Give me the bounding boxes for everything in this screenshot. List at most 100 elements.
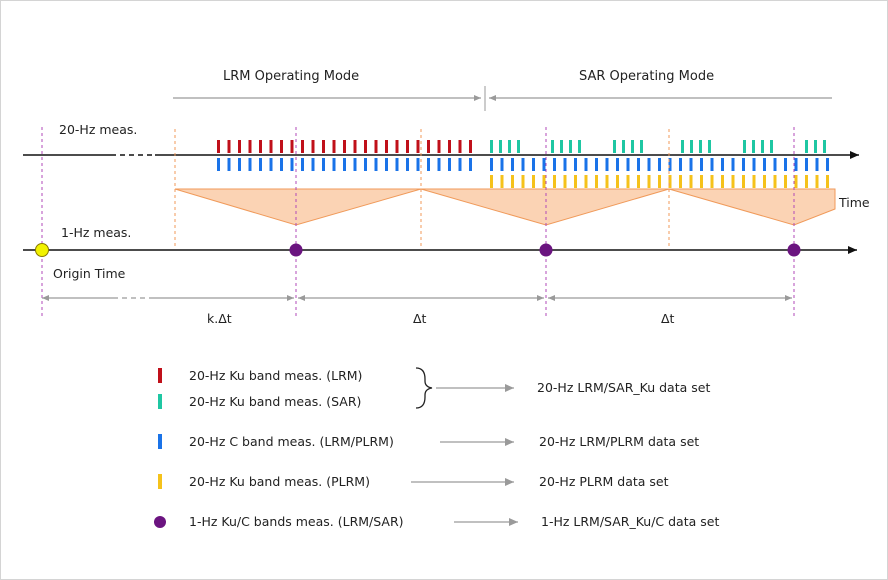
legend-swatch-ku-sar: [158, 394, 162, 409]
tick-ku-lrm: [437, 140, 441, 153]
tick-c-band: [343, 158, 346, 171]
sar-mode-label: SAR Operating Mode: [579, 69, 714, 84]
tick-ku-sar: [613, 140, 616, 153]
tick-ku-plrm: [721, 175, 724, 188]
tick-c-band: [217, 158, 220, 171]
tick-c-band: [668, 158, 672, 171]
interval-delta-t-1: Δt: [413, 311, 427, 326]
tick-c-band: [731, 158, 735, 171]
legend-brace: [415, 367, 433, 409]
tick-c-band: [448, 158, 451, 171]
tick-ku-lrm: [280, 140, 283, 153]
tick-c-band: [280, 158, 283, 171]
one-hz-dot-3: [787, 243, 801, 257]
purple-dash-lines: [41, 127, 795, 317]
tick-c-band: [458, 158, 462, 171]
tick-c-band: [805, 158, 808, 171]
output-c-dataset: 20-Hz LRM/PLRM data set: [539, 434, 699, 449]
tick-c-band: [563, 158, 567, 171]
tick-ku-lrm: [416, 140, 420, 153]
tick-ku-lrm: [395, 140, 399, 153]
tick-c-band: [742, 158, 745, 171]
tick-ku-plrm: [805, 175, 808, 188]
tick-ku-plrm: [511, 175, 514, 188]
tick-ku-lrm: [427, 140, 430, 153]
tick-ku-sar: [743, 140, 746, 153]
triangle-2: [420, 188, 670, 226]
tick-ku-plrm: [679, 175, 682, 188]
tick-c-band: [794, 158, 798, 171]
tick-ku-plrm: [784, 175, 787, 188]
tick-ku-sar: [805, 140, 808, 153]
tick-c-band: [584, 158, 588, 171]
tick-c-band: [385, 158, 388, 171]
legend-label-one-hz: 1-Hz Ku/C bands meas. (LRM/SAR): [189, 514, 404, 529]
tick-c-band: [437, 158, 441, 171]
tick-ku-plrm: [605, 175, 609, 188]
legend-label-c-band: 20-Hz C band meas. (LRM/PLRM): [189, 434, 394, 449]
tick-ku-lrm: [301, 140, 304, 153]
tick-ku-plrm: [658, 175, 661, 188]
tick-ku-lrm: [269, 140, 273, 153]
tick-ku-plrm: [637, 175, 640, 188]
tick-ku-plrm: [742, 175, 745, 188]
tick-ku-lrm: [458, 140, 462, 153]
tick-ku-lrm: [290, 140, 294, 153]
tick-c-band: [626, 158, 630, 171]
orange-dash-markers: [174, 129, 670, 246]
tick-ku-plrm: [773, 175, 777, 188]
tick-c-band: [269, 158, 273, 171]
time-label: Time: [838, 195, 870, 210]
tick-ku-lrm: [374, 140, 378, 153]
tick-ku-sar: [499, 140, 502, 153]
tick-c-band: [259, 158, 262, 171]
tick-ku-lrm: [217, 140, 220, 153]
tick-ku-lrm: [238, 140, 241, 153]
tick-ku-sar: [823, 140, 826, 153]
origin-time-dot: [35, 243, 49, 257]
tick-ku-lrm: [385, 140, 388, 153]
tick-ku-plrm: [826, 175, 829, 188]
mode-span-arrows: [173, 86, 832, 111]
legend-label-ku-plrm: 20-Hz Ku band meas. (PLRM): [189, 474, 370, 489]
lrm-mode-label: LRM Operating Mode: [223, 69, 359, 84]
tick-c-band: [227, 158, 231, 171]
tick-ku-plrm: [710, 175, 714, 188]
tick-ku-sar: [551, 140, 554, 153]
tick-c-band: [248, 158, 252, 171]
tick-c-band: [542, 158, 546, 171]
tick-c-band: [574, 158, 577, 171]
output-ku-dataset: 20-Hz LRM/SAR_Ku data set: [537, 380, 710, 395]
tick-c-band: [322, 158, 325, 171]
tick-ku-sar: [814, 140, 817, 153]
interval-k-delta-t: k.Δt: [207, 311, 232, 326]
tick-c-band: [532, 158, 535, 171]
legend-swatch-ku-lrm: [158, 368, 162, 383]
tick-ku-plrm: [616, 175, 619, 188]
tick-ku-plrm: [752, 175, 756, 188]
tick-c-band: [521, 158, 525, 171]
tick-c-band: [658, 158, 661, 171]
tick-ku-lrm: [406, 140, 409, 153]
tick-c-band: [427, 158, 430, 171]
tick-ku-plrm: [490, 175, 493, 188]
interval-delta-t-2: Δt: [661, 311, 675, 326]
tick-ku-plrm: [689, 175, 693, 188]
tick-c-band: [416, 158, 420, 171]
legend-swatch-ku-plrm: [158, 474, 162, 489]
tick-ku-sar: [517, 140, 520, 153]
tick-c-band: [752, 158, 756, 171]
tick-c-band: [679, 158, 682, 171]
tick-ku-plrm: [521, 175, 525, 188]
tick-ku-sar: [508, 140, 511, 153]
meas-20hz-label: 20-Hz meas.: [59, 122, 137, 137]
tick-ku-sar: [708, 140, 711, 153]
tick-ku-lrm: [259, 140, 262, 153]
tick-c-band: [763, 158, 766, 171]
tick-c-band: [395, 158, 399, 171]
tick-ku-plrm: [626, 175, 630, 188]
tick-ku-lrm: [311, 140, 315, 153]
tick-ku-plrm: [763, 175, 766, 188]
